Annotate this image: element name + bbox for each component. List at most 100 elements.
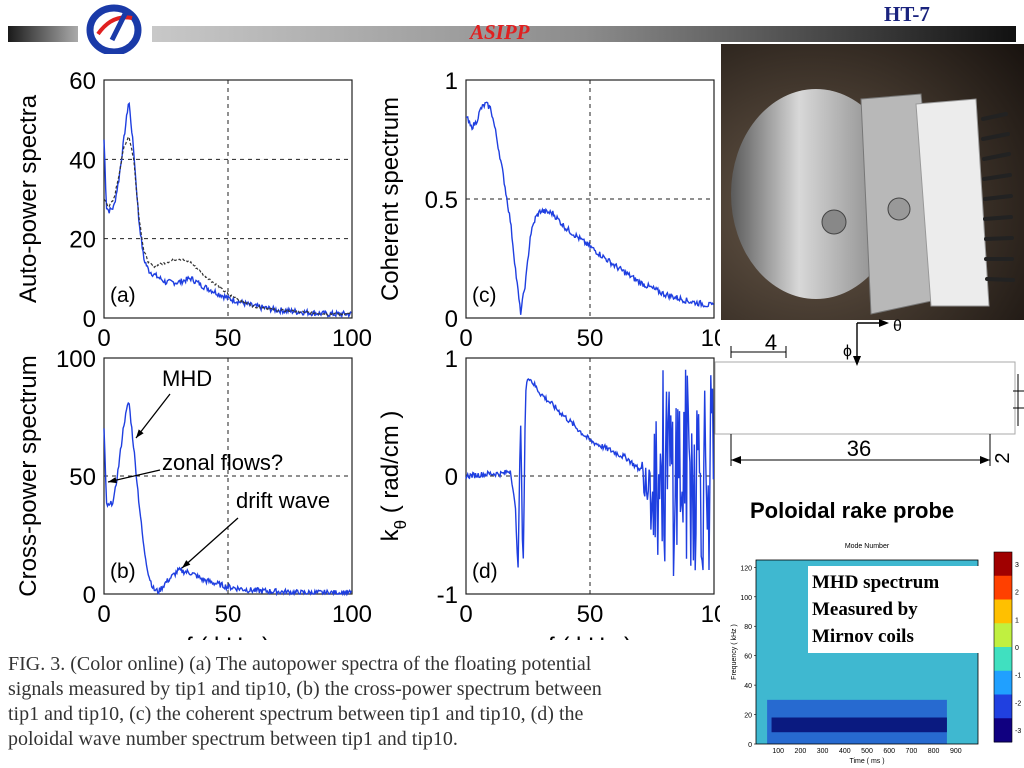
- spec-y-tick-label: 80: [744, 624, 752, 631]
- header-bar-left: [8, 26, 78, 42]
- mirnov-label-line2: Measured by: [812, 599, 918, 620]
- x-tick-label: 0: [459, 325, 472, 352]
- y-axis-label: kθ ( rad/cm ): [377, 411, 410, 542]
- spec-y-tick-label: 0: [748, 742, 752, 749]
- y-tick-label: 40: [69, 147, 96, 174]
- panel-d: -10105010(d)kθ ( rad/cm )f ( kHz ): [377, 346, 720, 640]
- spec-x-label: Time ( ms ): [849, 758, 884, 765]
- caption-line: poloidal wave number spectrum between ti…: [8, 728, 458, 750]
- x-tick-label: 10: [701, 325, 720, 352]
- x-tick-label: 100: [332, 601, 372, 628]
- dim-arrow: [980, 456, 990, 464]
- spec-y-tick-label: 120: [740, 565, 752, 572]
- panel-b: 0 50 100 0 50 100 (b) Cross-power spectrum f ( k…: [15, 346, 372, 640]
- spectrogram-title: Mode Number: [845, 543, 890, 550]
- series-line: [103, 401, 353, 597]
- colorbar-tick-label: -1: [1015, 673, 1021, 680]
- x-tick-label: 50: [215, 325, 242, 352]
- spec-y-label: Frequency ( kHz ): [731, 624, 738, 680]
- theta-label: θ: [893, 318, 902, 335]
- mirnov-label: MHD spectrum Measured by Mirnov coils: [808, 566, 980, 653]
- spec-x-tick-label: 500: [861, 748, 873, 755]
- panel-label: (d): [472, 560, 498, 583]
- spec-y-tick-label: 100: [740, 595, 752, 602]
- colorbar-segment: [994, 647, 1012, 672]
- y-tick-label: 0: [445, 464, 458, 491]
- colorbar-tick-label: 1: [1015, 617, 1019, 624]
- colorbar-segment: [994, 694, 1012, 719]
- annotation-zonal: zonal flows?: [162, 450, 283, 475]
- x-tick-label: 0: [97, 601, 110, 628]
- y-tick-label: 0: [83, 582, 96, 609]
- colorbar-segment: [994, 718, 1012, 743]
- colorbar-tick-label: 0: [1015, 645, 1019, 652]
- mhd-band: [771, 717, 947, 733]
- colorbar-tick-label: 2: [1015, 590, 1019, 597]
- panel-a: 0 20 40 60 0 50 100 (a) Auto-power spectra: [15, 68, 372, 352]
- spec-y-tick-label: 20: [744, 713, 752, 720]
- y-tick-label: 20: [69, 227, 96, 254]
- colorbar-segment: [994, 623, 1012, 648]
- mirnov-label-line1: MHD spectrum: [812, 572, 940, 593]
- dim-arrow: [731, 456, 741, 464]
- arrow-head: [136, 429, 144, 438]
- spec-y-tick-label: 40: [744, 683, 752, 690]
- x-tick-label: 50: [215, 601, 242, 628]
- mirnov-label-line3: Mirnov coils: [812, 626, 914, 647]
- y-tick-label: 50: [69, 464, 96, 491]
- device-label: HT-7: [884, 2, 930, 26]
- spec-x-tick-label: 400: [839, 748, 851, 755]
- x-axis-label: f ( kHz ): [186, 633, 270, 640]
- phi-label: ϕ: [843, 343, 852, 360]
- panel-c: 00.5105010(c)Coherent spectrum: [377, 68, 720, 352]
- spec-x-tick-label: 800: [928, 748, 940, 755]
- annotation-arrow: [181, 517, 239, 569]
- asipp-logo-icon: [86, 4, 142, 54]
- colorbar-segment: [994, 670, 1012, 695]
- panel-label: (a): [110, 284, 136, 307]
- y-axis-label: Auto-power spectra: [15, 94, 42, 303]
- series-line-tip10: [103, 135, 352, 317]
- series-line: [466, 101, 715, 315]
- spec-x-tick-label: 300: [817, 748, 829, 755]
- colorbar-segment: [994, 575, 1012, 600]
- arrow-head: [182, 560, 191, 568]
- arrow-head: [108, 477, 117, 484]
- phi-arrow: [853, 356, 861, 366]
- x-tick-label: 50: [577, 325, 604, 352]
- x-axis-label: f ( kHz ): [548, 633, 632, 640]
- y-tick-label: 0.5: [425, 187, 458, 214]
- annotation-arrow: [135, 393, 171, 439]
- x-tick-label: 0: [97, 325, 110, 352]
- caption-line: tip1 and tip10, (c) the coherent spectru…: [8, 703, 584, 725]
- colorbar-segment: [994, 552, 1012, 577]
- theta-arrow: [879, 319, 889, 327]
- series-line: [465, 369, 715, 577]
- x-tick-label: 10: [701, 601, 720, 628]
- y-tick-label: 60: [69, 68, 96, 95]
- colorbar-frame: [993, 551, 1013, 743]
- spec-x-tick-label: 600: [883, 748, 895, 755]
- annotation-mhd: MHD: [162, 366, 212, 391]
- probe-photo: [721, 44, 1024, 320]
- x-tick-label: 50: [577, 601, 604, 628]
- spec-x-tick-label: 900: [950, 748, 962, 755]
- spec-x-tick-label: 700: [906, 748, 918, 755]
- spec-y-tick-label: 60: [744, 654, 752, 661]
- panel-label: (b): [110, 560, 136, 583]
- y-tick-label: 100: [56, 346, 96, 373]
- y-axis-label: Cross-power spectrum: [15, 355, 42, 596]
- org-label: ASIPP: [470, 20, 530, 44]
- spec-x-tick-label: 200: [795, 748, 807, 755]
- y-tick-label: 0: [445, 306, 458, 333]
- y-axis-label: Coherent spectrum: [377, 97, 404, 301]
- dim-height-label: 2: [992, 452, 1014, 463]
- y-tick-label: 1: [445, 68, 458, 95]
- panel-label: (c): [472, 284, 497, 307]
- probe-title: Poloidal rake probe: [750, 498, 955, 523]
- colorbar-tick-label: 3: [1015, 562, 1019, 569]
- caption-line: FIG. 3. (Color online) (a) The autopower…: [8, 653, 592, 675]
- y-tick-label: 1: [445, 346, 458, 373]
